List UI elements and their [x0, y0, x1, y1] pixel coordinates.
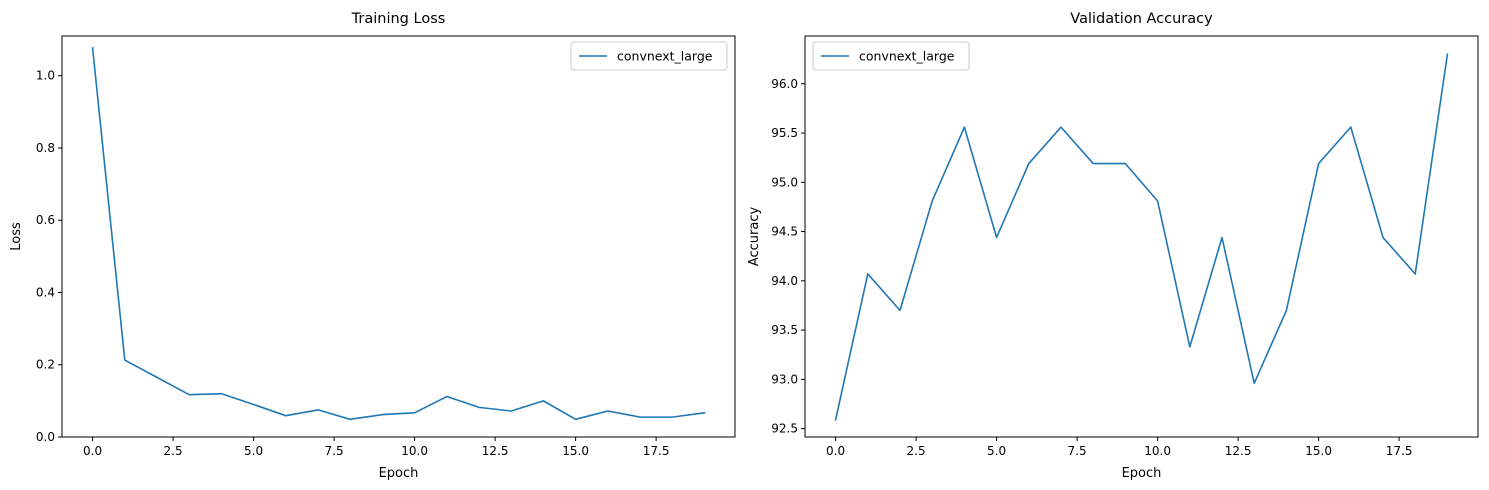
- y-tick-label: 95.0: [771, 175, 798, 189]
- y-tick-label: 95.5: [771, 126, 798, 140]
- chart-panel-1: 0.0 2.5 5.0 7.5 10.0 12.5 15.0 17.5 0.0 0.2 0.4 0.6…: [9, 11, 736, 481]
- x-tick-label: 12.5: [482, 444, 509, 458]
- x-axis-label: Epoch: [1122, 466, 1162, 481]
- series-line-convnext_large: [91, 47, 706, 421]
- x-tick-label: 7.5: [325, 444, 344, 458]
- chart-panel-2: 0.0 2.5 5.0 7.5 10.0 12.5 15.0 17.5 92.5 93.0 93.5…: [747, 11, 1479, 481]
- legend: convnext_large: [570, 41, 728, 71]
- y-tick-label: 1.0: [36, 69, 55, 83]
- x-tick-label: 15.0: [562, 444, 589, 458]
- y-tick-label: 0.8: [36, 141, 55, 155]
- plot-area: [804, 35, 1479, 438]
- y-tick-label: 0.0: [36, 430, 55, 444]
- x-tick-label: 2.5: [907, 444, 926, 458]
- x-tick-label: 0.0: [826, 444, 845, 458]
- y-axis-label: Loss: [9, 222, 24, 251]
- x-tick-label: 10.0: [401, 444, 428, 458]
- y-tick-label: 93.0: [771, 372, 798, 386]
- legend-box: [812, 41, 970, 71]
- y-tick-label: 92.5: [771, 422, 798, 436]
- y-tick-label: 94.5: [771, 225, 798, 239]
- x-tick-label: 0.0: [83, 444, 102, 458]
- x-tick-label: 10.0: [1144, 444, 1171, 458]
- y-axis-label: Accuracy: [747, 207, 762, 267]
- y-tick-label: 0.4: [36, 285, 55, 299]
- y-tick-label: 94.0: [771, 274, 798, 288]
- y-tick-label: 0.2: [36, 358, 55, 372]
- y-tick-label: 0.6: [36, 213, 55, 227]
- y-tick-label: 96.0: [771, 77, 798, 91]
- y-tick-label: 93.5: [771, 323, 798, 337]
- chart-title: Validation Accuracy: [1070, 11, 1213, 27]
- x-tick-label: 5.0: [244, 444, 263, 458]
- x-tick-label: 17.5: [1386, 444, 1413, 458]
- x-tick-label: 17.5: [643, 444, 670, 458]
- x-tick-label: 15.0: [1305, 444, 1332, 458]
- x-tick-label: 7.5: [1068, 444, 1087, 458]
- legend: convnext_large: [812, 41, 970, 71]
- legend-box: [570, 41, 728, 71]
- legend-entry: convnext_large: [859, 49, 955, 64]
- x-tick-label: 12.5: [1225, 444, 1252, 458]
- series-line-convnext_large: [834, 53, 1449, 421]
- x-tick-label: 5.0: [987, 444, 1006, 458]
- legend-entry: convnext_large: [617, 49, 713, 64]
- x-axis-label: Epoch: [379, 466, 419, 481]
- chart-title: Training Loss: [351, 11, 446, 27]
- plot-area: [61, 35, 736, 438]
- x-tick-label: 2.5: [164, 444, 183, 458]
